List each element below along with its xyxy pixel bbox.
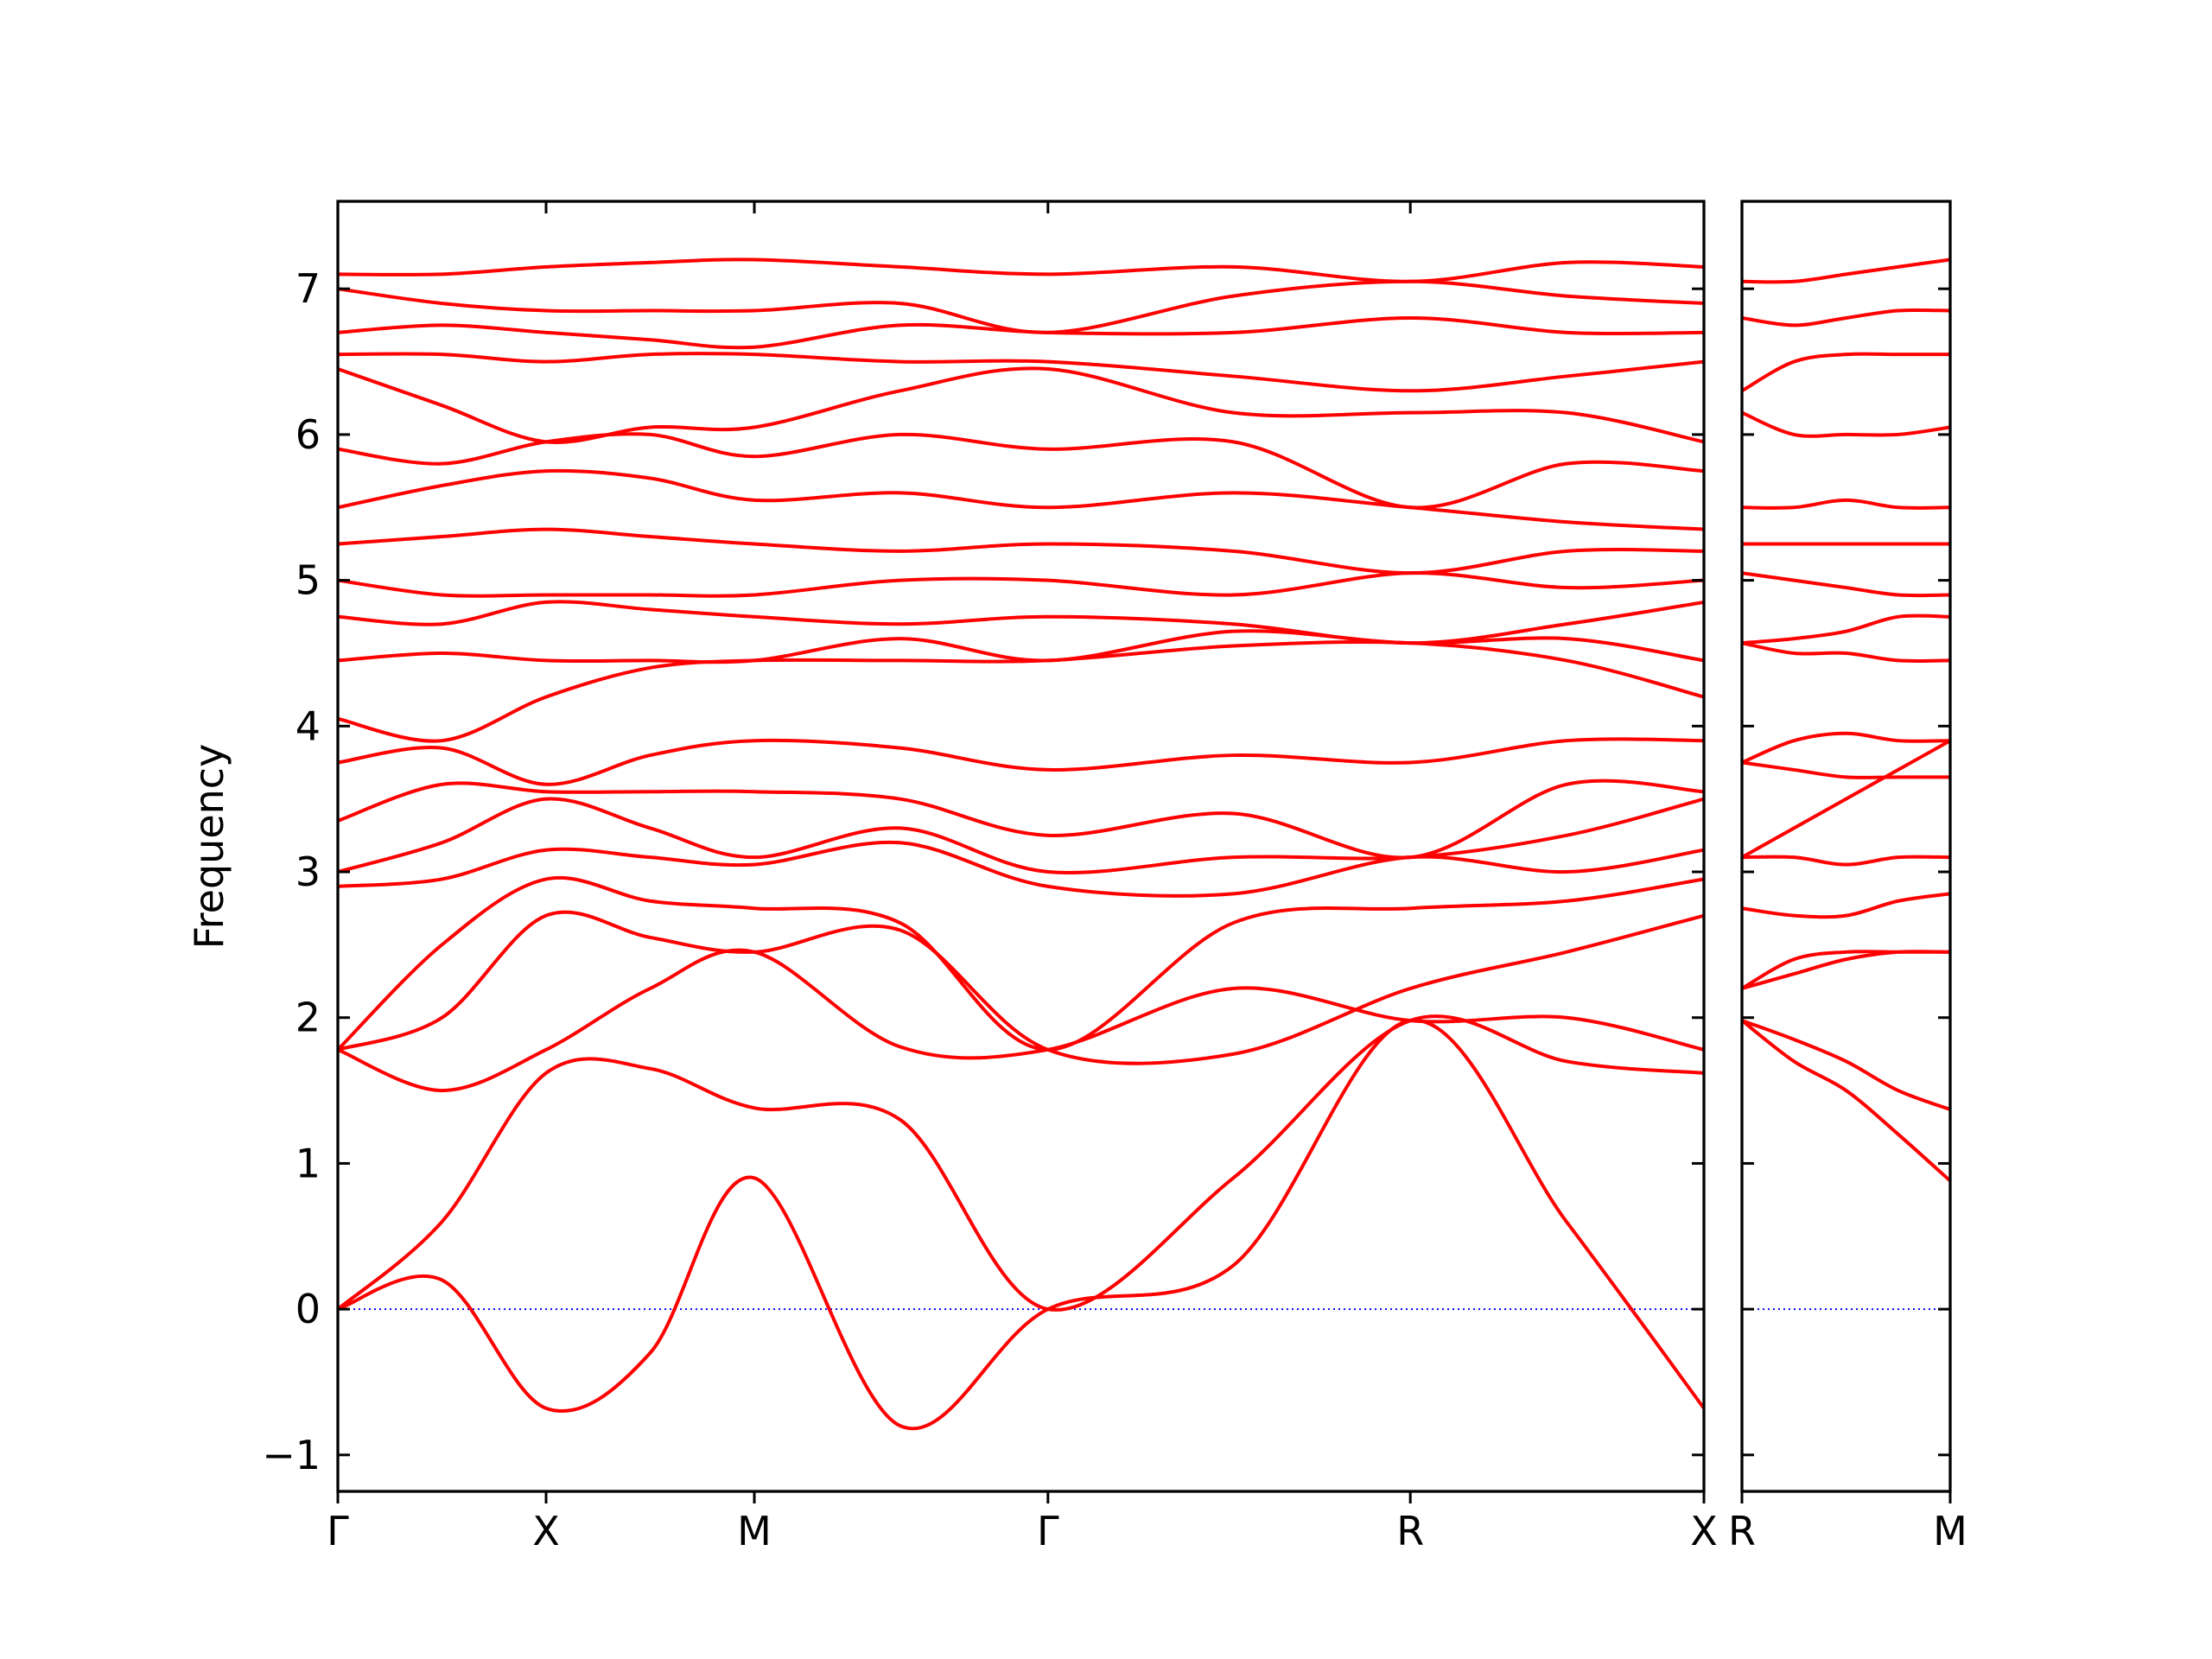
x-tick-label: M (1933, 1508, 1967, 1554)
band (338, 779, 1704, 860)
band (338, 257, 1704, 283)
y-tick-label: 4 (296, 702, 321, 749)
band (1742, 410, 1950, 438)
band (1742, 641, 1950, 664)
band (338, 876, 1704, 1052)
y-tick-label: −1 (262, 1432, 321, 1478)
y-tick-label: 2 (296, 995, 321, 1041)
x-tick-label: X (532, 1508, 560, 1554)
band (1742, 498, 1950, 510)
band (1742, 1019, 1950, 1183)
y-tick-label: 1 (296, 1140, 321, 1186)
x-tick-label: M (737, 1508, 772, 1554)
band (338, 629, 1704, 664)
axes-frame (336, 200, 1706, 1493)
y-tick-label: 3 (296, 849, 321, 895)
band (338, 315, 1704, 350)
band (338, 432, 1704, 510)
band (338, 1014, 1704, 1312)
y-tick-label: 5 (296, 557, 321, 604)
band (338, 527, 1704, 575)
band (1742, 760, 1950, 779)
x-tick-label: R (1396, 1508, 1424, 1554)
band (1742, 731, 1950, 765)
y-tick-label: 0 (296, 1286, 321, 1332)
band (1742, 308, 1950, 327)
band (1742, 950, 1950, 990)
band (338, 352, 1704, 393)
axes-frame (1740, 200, 1952, 1493)
band (1742, 855, 1950, 867)
band (338, 840, 1704, 898)
band (338, 1019, 1704, 1431)
y-tick-label: 6 (296, 411, 321, 458)
band (1742, 257, 1950, 284)
band (1742, 1019, 1950, 1111)
band (338, 366, 1704, 444)
band (338, 468, 1704, 531)
band (1742, 739, 1950, 859)
x-tick-label: R (1728, 1508, 1756, 1554)
band (338, 640, 1704, 743)
band (338, 797, 1704, 875)
band (1742, 613, 1950, 645)
band (1742, 571, 1950, 598)
x-tick-label: Γ (327, 1508, 349, 1554)
band (1742, 352, 1950, 393)
x-tick-label: X (1690, 1508, 1718, 1554)
band (1742, 892, 1950, 919)
x-tick-label: Γ (1037, 1508, 1059, 1554)
band (338, 948, 1704, 1093)
band (338, 571, 1704, 598)
band (338, 600, 1704, 645)
y-axis-label: Frequency (186, 744, 232, 950)
band (338, 737, 1704, 786)
y-tick-label: 7 (296, 265, 321, 312)
band (338, 279, 1704, 334)
